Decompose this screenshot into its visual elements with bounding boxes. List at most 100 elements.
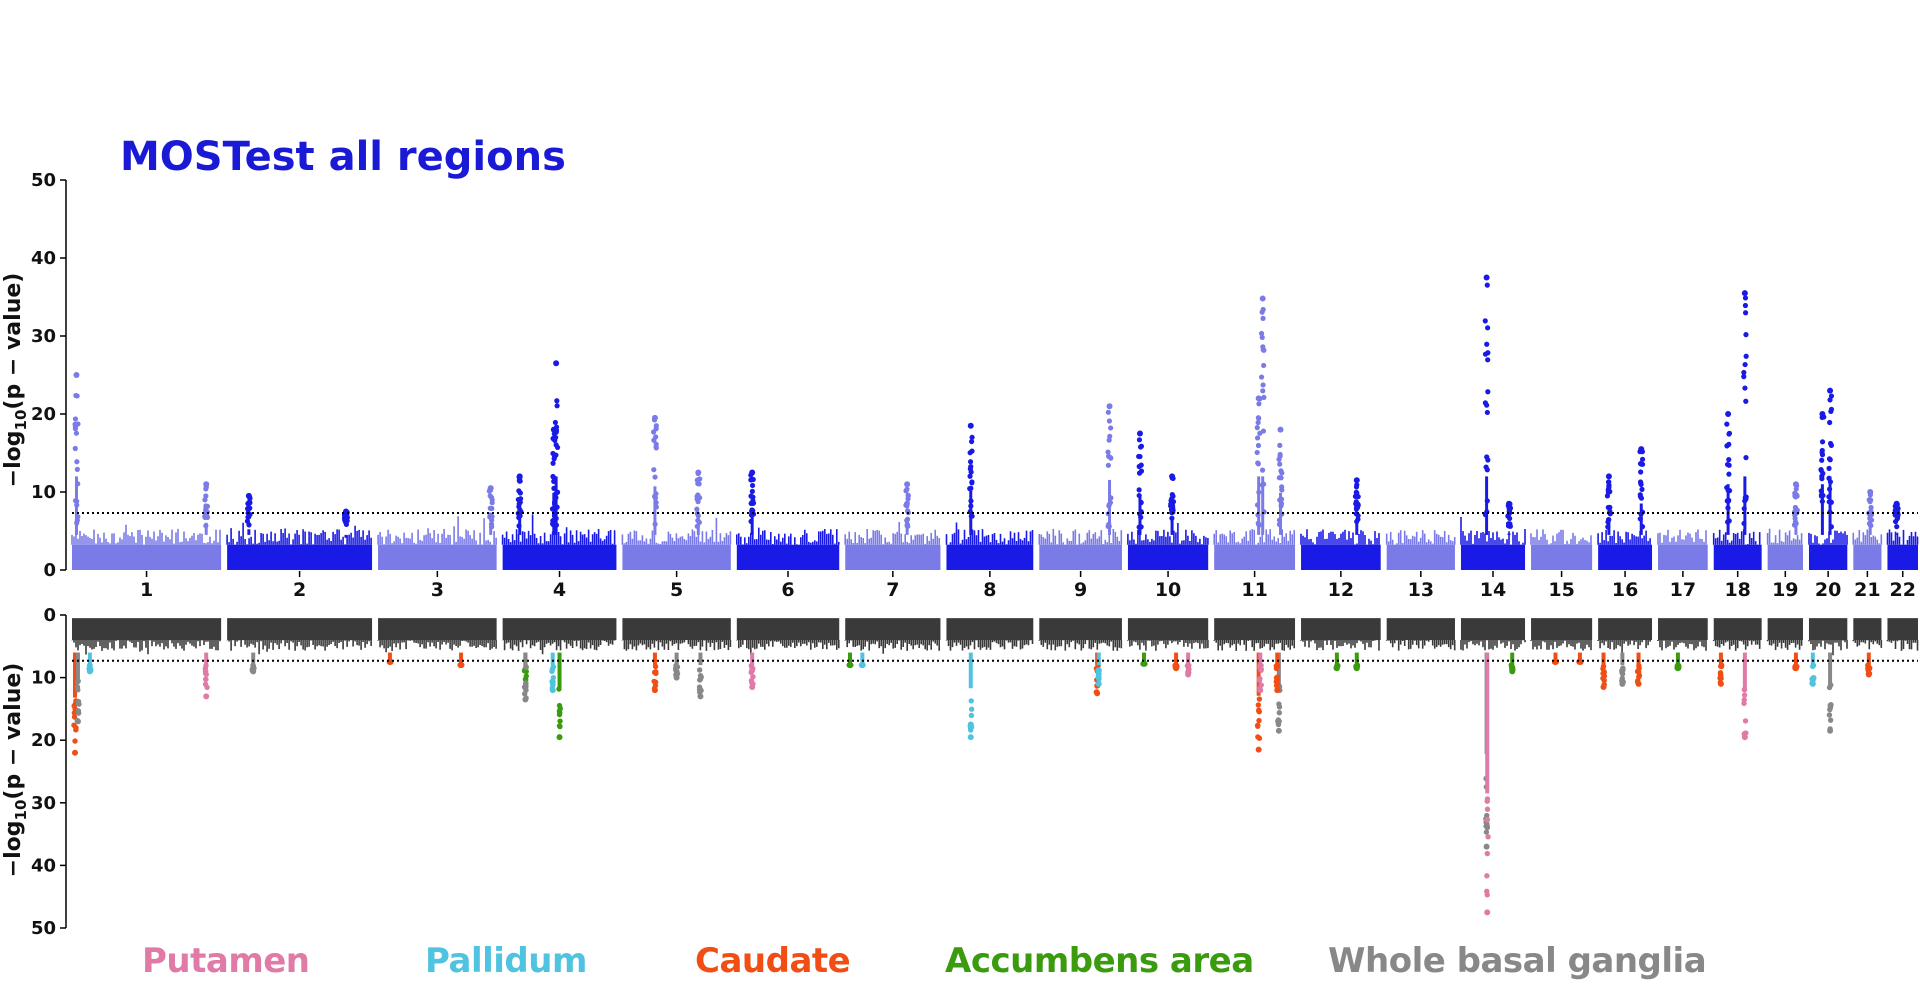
bottom-hit-max-chr11	[1257, 687, 1264, 694]
top-peak-max-chr3	[487, 485, 494, 492]
top-peak-max-chr11	[1255, 395, 1262, 402]
bottom-hit-point-chr5	[651, 678, 657, 685]
top-peak-point-chr20	[1827, 419, 1833, 426]
top-peak-point-chr19	[1792, 519, 1799, 525]
top-peak-point-chr12	[1354, 518, 1360, 525]
top-peak-point-chr9	[1105, 409, 1111, 415]
bottom-hit-point-chr11	[1256, 708, 1262, 714]
top-peak-point-chr20	[1818, 488, 1824, 494]
bottom-hit-max-chr12	[1353, 665, 1360, 672]
top-peak-point-chr11	[1277, 451, 1283, 458]
legend-item-whole-basal-ganglia: Whole basal ganglia	[1328, 941, 1706, 981]
top-peak-point-chr14	[1484, 402, 1490, 408]
bottom-hit-max-chr1	[74, 718, 81, 725]
top-peak-point-chr21	[1867, 515, 1873, 521]
top-peak-point-chr11	[1254, 435, 1261, 441]
top-peak-point-chr10	[1136, 453, 1142, 460]
bottom-y-tick-label: 10	[31, 668, 56, 689]
top-peak-point-chr14	[1482, 318, 1488, 324]
bottom-baseline-chr19	[1767, 618, 1803, 641]
top-peak-point-chr18	[1742, 310, 1749, 316]
bottom-hit-point-chr18	[1741, 700, 1747, 707]
bottom-baseline-chr7	[845, 618, 941, 641]
top-peak-point-chr20	[1826, 465, 1832, 471]
top-peak-point-chr6	[748, 493, 754, 499]
top-peak-point-chr4	[550, 473, 556, 480]
top-peak-point-chr7	[905, 492, 911, 498]
top-peak-point-chr2	[344, 514, 350, 520]
top-peak-point-chr9	[1106, 521, 1112, 527]
top-peak-point-chr4	[550, 435, 556, 442]
top-peak-point-chr11	[1277, 497, 1283, 503]
bottom-hit-point-chr6	[749, 667, 755, 674]
top-peak-max-chr10	[1169, 473, 1176, 480]
top-peak-point-chr16	[1639, 456, 1646, 462]
bottom-hit-point-chr1	[203, 676, 209, 683]
top-peak-point-chr1	[203, 486, 209, 492]
top-peak-point-chr8	[968, 498, 974, 504]
bottom-hit-point-chr1	[73, 725, 79, 731]
top-peak-point-chr11	[1279, 470, 1285, 476]
top-peak-point-chr9	[1105, 462, 1112, 468]
legend-item-accumbens-area: Accumbens area	[945, 941, 1254, 981]
bottom-hit-point-chr14	[1484, 850, 1490, 857]
bottom-noise-chr21	[1852, 640, 1883, 650]
bottom-hit-point-chr4	[549, 668, 555, 675]
bottom-y-tick-label: 50	[31, 918, 56, 939]
top-peak-point-chr5	[653, 423, 659, 429]
bottom-y-label-main: −log	[1, 820, 26, 877]
top-peak-point-chr20	[1826, 494, 1832, 500]
bottom-hit-max-chr4	[522, 696, 529, 703]
top-peak-point-chr16	[1605, 524, 1611, 530]
chromosome-label: 14	[1480, 579, 1506, 601]
top-peak-point-chr3	[487, 493, 493, 499]
top-peak-point-chr11	[1255, 461, 1261, 467]
top-baseline-chr18	[1713, 544, 1762, 570]
bottom-hit-point-chr1	[75, 701, 82, 707]
top-peak-point-chr11	[1259, 309, 1265, 315]
chromosome-label: 13	[1408, 579, 1434, 601]
bottom-y-label-tail: (p − value)	[1, 663, 26, 800]
bottom-baseline-chr21	[1853, 618, 1882, 641]
top-peak-max-chr22	[1893, 500, 1900, 507]
bottom-hit-point-chr20	[1810, 662, 1817, 669]
bottom-hit-point-chr1	[202, 665, 208, 672]
top-y-tick-label: 0	[43, 560, 56, 581]
bottom-hit-max-chr10	[1140, 660, 1147, 667]
top-noise-chr10	[1127, 523, 1209, 545]
top-peak-point-chr6	[748, 518, 754, 524]
bottom-y-tick-label: 20	[31, 730, 56, 751]
top-peak-point-chr5	[695, 494, 701, 500]
bottom-baseline-chr15	[1531, 618, 1593, 641]
chromosome-label: 10	[1155, 579, 1181, 601]
top-peak-point-chr11	[1257, 430, 1263, 436]
top-peak-point-chr11	[1261, 362, 1267, 369]
bottom-hit-point-chr8	[968, 706, 975, 712]
bottom-hit-point-chr20	[1826, 712, 1833, 718]
bottom-baseline-chr1	[72, 618, 222, 641]
top-peak-point-chr14	[1505, 521, 1512, 527]
top-peak-point-chr11	[1260, 481, 1267, 487]
top-peak-point-chr22	[1892, 518, 1899, 525]
top-peak-point-chr6	[748, 477, 754, 483]
top-baseline-chr16	[1598, 544, 1653, 570]
top-peak-point-chr7	[905, 523, 911, 529]
top-peak-point-chr4	[517, 478, 523, 484]
bottom-hit-max-chr16	[1619, 680, 1626, 687]
bottom-hit-point-chr8	[968, 698, 974, 704]
top-peak-point-chr8	[967, 473, 973, 479]
top-peak-point-chr11	[1255, 442, 1262, 449]
top-peak-max-chr4	[553, 360, 560, 367]
bottom-y-tick-label: 30	[31, 793, 56, 814]
top-peak-point-chr1	[74, 502, 80, 508]
bottom-baseline-chr2	[227, 618, 373, 641]
top-peak-point-chr1	[74, 520, 80, 526]
bottom-baseline-chr5	[622, 618, 731, 641]
top-baseline-chr22	[1887, 544, 1918, 570]
top-peak-point-chr9	[1107, 454, 1113, 461]
top-peak-max-chr1	[203, 481, 210, 488]
top-peak-point-chr20	[1827, 457, 1833, 463]
top-peak-point-chr20	[1827, 479, 1834, 485]
top-peak-point-chr20	[1828, 442, 1834, 448]
